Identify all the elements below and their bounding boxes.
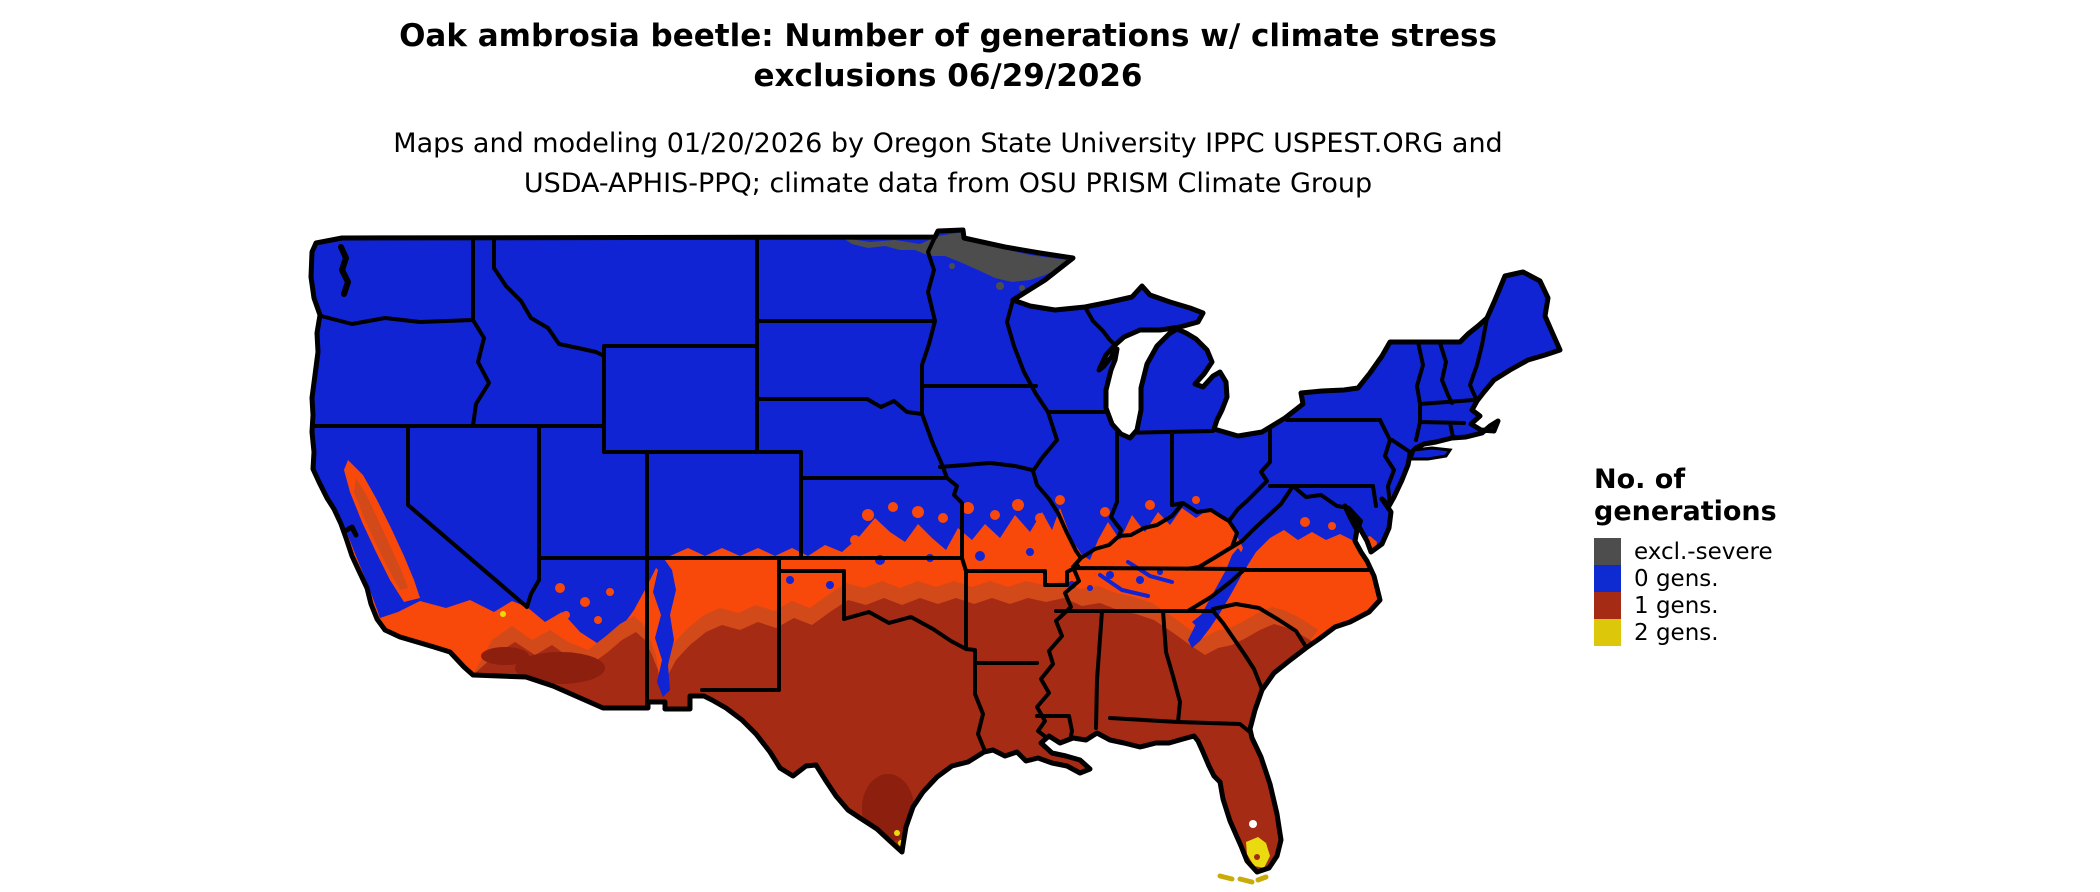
- long-island: [1408, 446, 1453, 461]
- legend-item-excl-severe: excl.-severe: [1594, 538, 1777, 565]
- legend-title: No. of generations: [1594, 464, 1777, 528]
- legend-swatch-excl-severe: [1594, 538, 1621, 565]
- legend-swatch-2-gens: [1594, 619, 1621, 646]
- legend-items: excl.-severe 0 gens. 1 gens. 2 gens.: [1594, 538, 1777, 646]
- page-title: Oak ambrosia beetle: Number of generatio…: [0, 16, 1896, 96]
- subtitle-line-2: USDA-APHIS-PPQ; climate data from OSU PR…: [523, 168, 1373, 199]
- us-outline: [308, 227, 1563, 875]
- legend-title-line-2: generations: [1594, 496, 1777, 527]
- region-1-gen: [473, 598, 1318, 872]
- legend-title-line-1: No. of: [1594, 464, 1686, 495]
- region-2-gens: [500, 611, 1270, 868]
- state-borders: [312, 235, 1489, 770]
- legend-item-0-gens: 0 gens.: [1594, 565, 1777, 592]
- region-appalachian-highlands: [1188, 548, 1247, 648]
- map-subtitle: Maps and modeling 01/20/2026 by Oregon S…: [0, 124, 1896, 204]
- transition-mottle-orange: [555, 495, 1336, 624]
- legend-swatch-0-gens: [1594, 565, 1621, 592]
- subtitle-line-1: Maps and modeling 01/20/2026 by Oregon S…: [393, 128, 1503, 159]
- florida-keys: [1217, 873, 1269, 885]
- legend-item-2-gens: 2 gens.: [1594, 619, 1777, 646]
- legend: No. of generations excl.-severe 0 gens. …: [1594, 464, 1777, 646]
- title-line-2: exclusions 06/29/2026: [753, 58, 1143, 94]
- legend-swatch-1-gens: [1594, 592, 1621, 619]
- legend-label-2-gens: 2 gens.: [1634, 619, 1719, 646]
- region-deep-red: [481, 647, 914, 842]
- title-line-1: Oak ambrosia beetle: Number of generatio…: [399, 18, 1497, 54]
- legend-item-1-gens: 1 gens.: [1594, 592, 1777, 619]
- legend-label-excl-severe: excl.-severe: [1634, 538, 1773, 565]
- lake-okeechobee: [1249, 820, 1257, 828]
- legend-label-0-gens: 0 gens.: [1634, 565, 1719, 592]
- legend-label-1-gens: 1 gens.: [1634, 592, 1719, 619]
- coastal-inlets: [338, 244, 359, 538]
- region-new-mexico-highlands: [645, 556, 676, 697]
